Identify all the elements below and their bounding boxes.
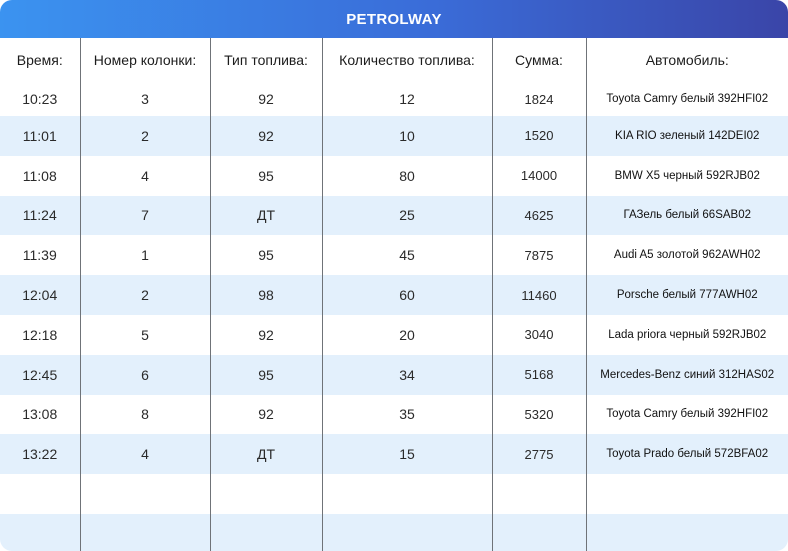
cell-car: [585, 513, 788, 551]
cell-fuel-type: 95: [209, 235, 322, 276]
cell-fuel-type: ДТ: [209, 195, 322, 236]
cell-sum: 4625: [491, 195, 586, 236]
cell-sum: 11460: [491, 275, 586, 315]
cell-time: 13:22: [0, 434, 80, 475]
app-title: PETROLWAY: [0, 0, 788, 38]
cell-time: 12:04: [0, 275, 80, 315]
cell-time: 12:45: [0, 354, 80, 395]
cell-pump: 1: [79, 235, 210, 276]
column-header-time: Время:: [0, 38, 80, 82]
cell-sum: 5168: [491, 354, 586, 395]
cell-fuel-type: 92: [209, 82, 322, 116]
cell-time: 10:23: [22, 91, 58, 107]
table-body: 10:23 3 92 12 1824 Toyota Camry белый 392HFI0…: [0, 82, 788, 551]
table-row: 13:22 4 ДТ 15 2775 Toyota Prado белый 572BFA0…: [0, 434, 788, 475]
table-row: 11:08 4 95 80 14000 BMW X5 черный 592RJB02: [0, 155, 788, 196]
cell-sum: 3040: [491, 314, 586, 355]
cell-time: 12:18: [22, 326, 58, 343]
table-row: 12:18 5 92 20 3040 Lada priora черный 592RJB0…: [0, 314, 788, 355]
cell-pump: 7: [79, 195, 210, 236]
table-header-row: Время: Номер колонки: Тип топлива: Колич…: [0, 38, 788, 82]
cell-pump: [79, 513, 210, 551]
cell-sum: 1520: [491, 116, 586, 156]
cell-fuel-type: ДТ: [209, 434, 322, 475]
fuel-log-table: Время: Номер колонки: Тип топлива: Колич…: [0, 38, 788, 551]
cell-sum: [491, 513, 586, 551]
cell-time: [0, 513, 80, 551]
column-header-car: Автомобиль:: [585, 38, 788, 82]
column-header-fuel-amount: Количество топлива:: [321, 38, 492, 82]
cell-pump: 5: [79, 314, 210, 355]
cell-fuel-amount: 45: [321, 235, 492, 276]
cell-car: Toyota Camry белый 392HFI02: [585, 394, 788, 435]
cell-sum: 2775: [491, 434, 586, 475]
cell-time: 11:24: [0, 195, 80, 236]
cell-car: Toyota Camry белый 392HFI02: [585, 82, 788, 116]
column-header-pump: Номер колонки:: [79, 38, 210, 82]
cell-fuel-amount: 25: [321, 195, 492, 236]
cell-fuel-amount: 60: [321, 275, 492, 315]
cell-fuel-type: 92: [209, 116, 322, 156]
cell-pump: 3: [79, 82, 210, 116]
cell-fuel-amount: 15: [321, 434, 492, 475]
column-header-sum: Сумма:: [491, 38, 586, 82]
table-row: [0, 513, 788, 551]
cell-fuel-amount: 12: [321, 82, 492, 116]
table-row: [0, 474, 788, 514]
table-row: 11:01 2 92 10 1520 KIA RIO зеленый 142DEI02: [0, 116, 788, 156]
table-row: 11:24 7 ДТ 25 4625 ГАЗель белый 66SAB02: [0, 195, 788, 236]
cell-car: ГАЗель белый 66SAB02: [585, 195, 788, 236]
cell-fuel-type: 95: [209, 354, 322, 395]
cell-pump: 8: [79, 394, 210, 435]
cell-pump: 2: [79, 116, 210, 156]
cell-car: BMW X5 черный 592RJB02: [585, 155, 788, 196]
table-row: 12:04 2 98 60 11460 Porsche белый 777AWH02: [0, 275, 788, 315]
cell-car: Porsche белый 777AWH02: [585, 275, 788, 315]
cell-fuel-amount: 80: [321, 155, 492, 196]
cell-fuel-type: 98: [209, 275, 322, 315]
cell-fuel-type: [209, 513, 322, 551]
cell-time: [0, 474, 80, 514]
cell-time: 11:01: [0, 116, 80, 156]
cell-car: Audi A5 золотой 962AWH02: [585, 235, 788, 276]
cell-sum: 7875: [491, 235, 586, 276]
cell-pump: 2: [79, 275, 210, 315]
table-row: 11:39 1 95 45 7875 Audi A5 золотой 962AWH02: [0, 235, 788, 276]
cell-fuel-amount: 10: [321, 116, 492, 156]
cell-pump: 4: [79, 434, 210, 475]
cell-time: 11:08: [22, 167, 57, 184]
cell-sum: 1824: [491, 82, 586, 116]
table-row: 10:23 3 92 12 1824 Toyota Camry белый 392HFI0…: [0, 82, 788, 116]
cell-sum: 14000: [491, 155, 586, 196]
cell-time: 11:39: [22, 247, 57, 264]
cell-fuel-amount: 35: [321, 394, 492, 435]
cell-sum: 5320: [491, 394, 586, 435]
cell-fuel-type: [209, 474, 322, 514]
cell-pump: [79, 474, 210, 514]
column-header-fuel-type: Тип топлива:: [209, 38, 322, 82]
cell-fuel-amount: [321, 513, 492, 551]
cell-fuel-type: 92: [209, 314, 322, 355]
cell-car: Toyota Prado белый 572BFA02: [585, 434, 788, 475]
cell-pump: 6: [79, 354, 210, 395]
table-row: 13:08 8 92 35 5320 Toyota Camry белый 392HFI0…: [0, 394, 788, 435]
cell-car: Mercedes-Benz синий 312HAS02: [585, 354, 788, 395]
table-row: 12:45 6 95 34 5168 Mercedes-Benz синий 312HAS…: [0, 354, 788, 395]
cell-sum: [491, 474, 586, 514]
cell-fuel-amount: [321, 474, 492, 514]
cell-fuel-amount: 34: [321, 354, 492, 395]
cell-pump: 4: [79, 155, 210, 196]
cell-car: KIA RIO зеленый 142DEI02: [585, 116, 788, 156]
cell-fuel-amount: 20: [321, 314, 492, 355]
cell-time: 13:08: [22, 406, 58, 423]
cell-car: [585, 474, 788, 514]
cell-fuel-type: 92: [209, 394, 322, 435]
cell-car: Lada priora черный 592RJB02: [585, 314, 788, 355]
cell-fuel-type: 95: [209, 155, 322, 196]
